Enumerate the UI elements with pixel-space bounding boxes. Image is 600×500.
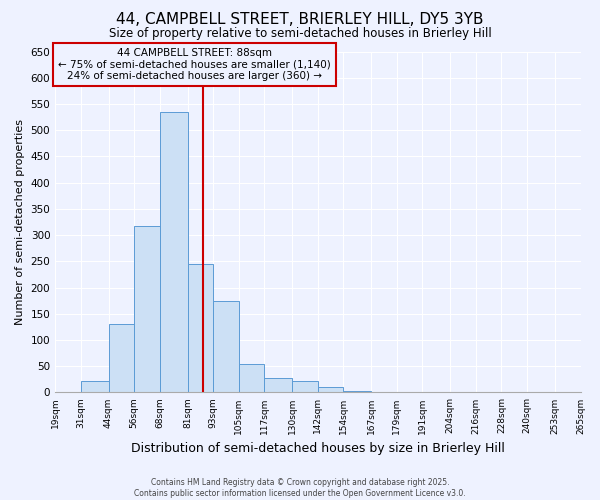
Bar [81,381,109,392]
Bar [292,381,318,392]
Text: 44, CAMPBELL STREET, BRIERLEY HILL, DY5 3YB: 44, CAMPBELL STREET, BRIERLEY HILL, DY5 … [116,12,484,28]
Text: Contains HM Land Registry data © Crown copyright and database right 2025.
Contai: Contains HM Land Registry data © Crown c… [134,478,466,498]
Bar [343,391,371,392]
Bar [265,378,292,392]
Bar [109,324,134,392]
Text: Size of property relative to semi-detached houses in Brierley Hill: Size of property relative to semi-detach… [109,28,491,40]
Bar [239,364,265,392]
Bar [134,226,160,392]
Bar [213,300,239,392]
Bar [160,112,188,392]
Bar [318,387,343,392]
Y-axis label: Number of semi-detached properties: Number of semi-detached properties [15,119,25,325]
X-axis label: Distribution of semi-detached houses by size in Brierley Hill: Distribution of semi-detached houses by … [131,442,505,455]
Text: 44 CAMPBELL STREET: 88sqm
← 75% of semi-detached houses are smaller (1,140)
24% : 44 CAMPBELL STREET: 88sqm ← 75% of semi-… [58,48,331,82]
Bar [188,264,213,392]
